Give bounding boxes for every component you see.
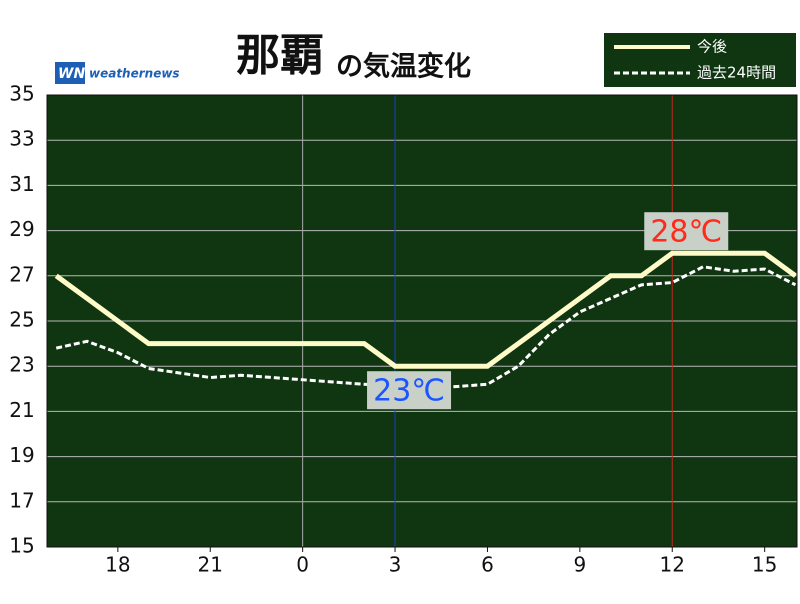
x-tick-label: 9 (573, 553, 586, 577)
annotation-label: 23℃ (373, 374, 445, 409)
annotation-box (644, 212, 729, 251)
x-tick-label: 12 (660, 553, 685, 577)
chart-subtitle: の気温変化 (336, 51, 471, 83)
logo: WN weathernews (55, 62, 180, 84)
y-tick-label: 33 (9, 127, 34, 151)
y-tick-label: 27 (9, 262, 34, 286)
legend-label: 過去24時間 (697, 64, 776, 82)
logo-text: weathernews (89, 67, 180, 81)
y-tick-label: 35 (9, 82, 34, 106)
y-tick-label: 29 (9, 217, 34, 241)
x-tick-label: 15 (752, 553, 777, 577)
x-tick-label: 3 (389, 553, 402, 577)
legend-label: 今後 (697, 38, 727, 56)
plot-border (46, 94, 798, 548)
x-tick-label: 18 (105, 553, 130, 577)
y-tick-label: 15 (9, 534, 34, 558)
y-tick-label: 21 (9, 398, 34, 422)
series-line (55, 265, 797, 391)
logo-mark (55, 62, 85, 84)
logo-letters: WN (58, 66, 85, 82)
y-tick-label: 25 (9, 308, 34, 332)
y-tick-label: 31 (9, 172, 34, 196)
y-tick-label: 23 (9, 353, 34, 377)
x-tick-label: 6 (481, 553, 494, 577)
x-tick-label: 21 (198, 553, 223, 577)
y-tick-label: 19 (9, 443, 34, 467)
chart-title: 那覇 (236, 30, 324, 81)
legend-box (602, 31, 798, 89)
y-tick-label: 17 (9, 488, 34, 512)
annotation-label: 28℃ (650, 215, 722, 250)
annotation-box (367, 371, 452, 410)
series-line (54, 250, 797, 369)
x-tick-label: 0 (296, 553, 309, 577)
